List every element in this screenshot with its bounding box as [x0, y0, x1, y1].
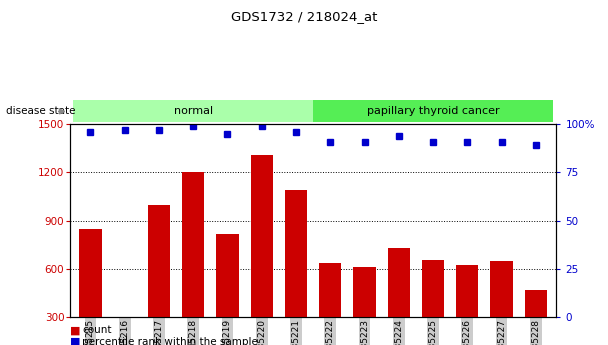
Text: disease state: disease state: [6, 107, 75, 116]
Bar: [182, 172, 204, 317]
Text: GDS1732 / 218024_at: GDS1732 / 218024_at: [231, 10, 377, 23]
Bar: [79, 229, 102, 317]
Text: ■: ■: [70, 337, 80, 345]
Bar: [319, 264, 341, 317]
Bar: [422, 260, 444, 317]
Bar: [525, 290, 547, 317]
Bar: [250, 155, 273, 317]
Text: percentile rank within the sample: percentile rank within the sample: [82, 337, 258, 345]
Bar: [456, 265, 478, 317]
Text: normal: normal: [174, 106, 213, 116]
Text: ■: ■: [70, 325, 80, 335]
Bar: [74, 100, 313, 122]
Bar: [388, 248, 410, 317]
Bar: [491, 261, 513, 317]
Bar: [216, 234, 238, 317]
Bar: [353, 267, 376, 317]
Bar: [285, 190, 307, 317]
Text: count: count: [82, 325, 112, 335]
Text: papillary thyroid cancer: papillary thyroid cancer: [367, 106, 499, 116]
Bar: [313, 100, 553, 122]
Bar: [148, 205, 170, 317]
